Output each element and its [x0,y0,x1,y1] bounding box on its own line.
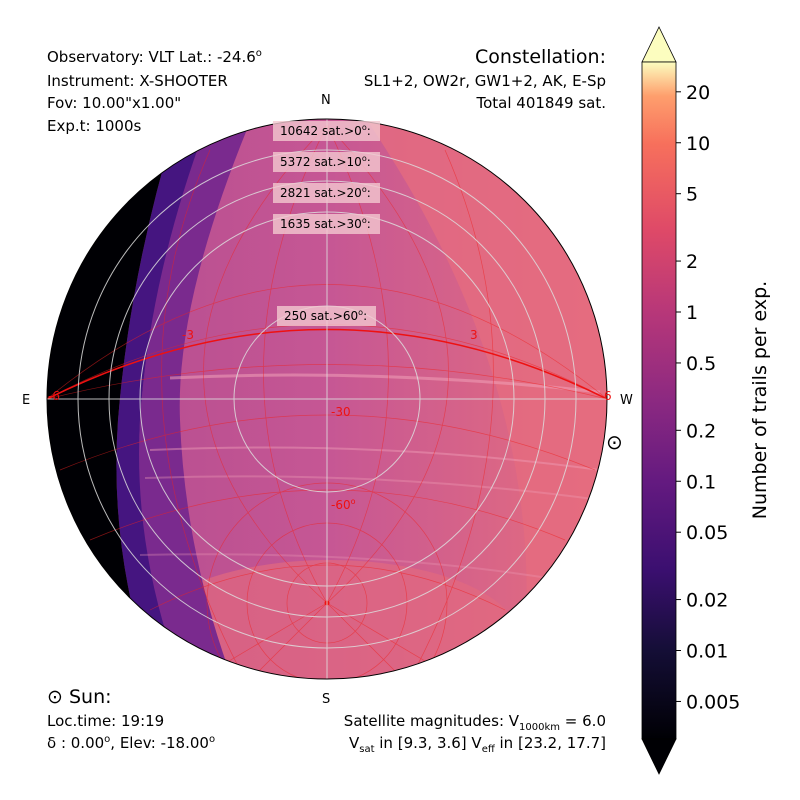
trail-band-2 [149,446,601,471]
constellation-title: Constellation: [475,46,606,68]
colorbar-gradient [641,61,677,740]
direction-south: S [322,692,330,707]
sun-info: ⊙ Sun: Loc.time: 19:19 δ : 0.00o, Elev: … [47,686,215,752]
sun-position-icon: ⊙ [606,430,623,454]
magnitude-line-1: Satellite magnitudes: V1000km = 6.0 [344,712,606,733]
elevation-count-labels: 10642 sat.>0o: 5372 sat.>10o: 2821 sat.>… [273,121,380,326]
colorbar-tick-label: 0.01 [686,641,728,663]
colorbar-tick-label: 0.1 [686,471,716,493]
colorbar-tick-label: 0.05 [686,522,728,544]
colorbar-tick-label: 5 [686,184,698,206]
trail-band-3 [144,475,601,501]
observatory-info: Observatory: VLT Lat.: -24.6o Instrument… [47,48,262,135]
grid-label-minus6: -6 [48,389,60,403]
colorbar-tick-label: 2 [686,251,698,273]
observatory-text: Observatory: VLT Lat.: -24.6o [47,48,262,66]
colorbar-extend-bottom [641,738,677,775]
constellation-total: Total 401849 sat. [476,94,607,112]
count-label-60: 250 sat.>60o: [284,308,367,323]
fov-text: Fov: 10.00"x1.00" [47,94,181,112]
count-label-20: 2821 sat.>20o: [280,185,371,200]
horizon-circle [46,118,608,680]
penumbra-band [138,119,255,679]
constellation-info: Constellation: SL1+2, OW2r, GW1+2, AK, E… [364,46,606,112]
colorbar-label: Number of trails per exp. [749,281,771,519]
altitude-circles [47,119,607,679]
colorbar-tick-label: 0.5 [686,353,716,375]
direction-east: E [22,393,30,408]
trail-band-1 [169,373,601,394]
colorbar-tick-label: 20 [686,82,710,104]
constellation-names: SL1+2, OW2r, GW1+2, AK, E-Sp [364,72,606,90]
sun-coords: δ : 0.00o, Elev: -18.00o [47,734,215,752]
direction-north: N [321,93,331,108]
trail-band-4 [139,553,561,581]
colorbar-tick-label: 0.2 [686,420,716,442]
sun-title: ⊙ Sun: [47,686,112,708]
grid-label-6: 6 [604,389,612,403]
direction-west: W [620,393,633,408]
colorbar-tick-label: 10 [686,133,710,155]
colorbar-tick-label: 1 [686,302,698,324]
count-label-10: 5372 sat.>10o: [280,154,371,169]
sky-low-region [140,560,520,679]
magnitude-info: Satellite magnitudes: V1000km = 6.0 Vsat… [344,712,606,755]
colorbar-tick-label: 0.005 [686,691,740,713]
colorbar-tick-label: 0.02 [686,590,728,612]
grid-label-minus3: -3 [182,328,194,342]
sun-loctime: Loc.time: 19:19 [47,712,164,730]
grid-labels: -3 3 -6 6 -30 -60o [48,328,612,512]
instrument-text: Instrument: X-SHOOTER [47,72,228,90]
colorbar-extend-top [641,26,677,63]
colorbar-ticks: 20 10 5 2 1 0.5 0.2 0.1 0.05 0.02 0.01 0.005 [676,82,740,713]
colorbar: 20 10 5 2 1 0.5 0.2 0.1 0.05 0.02 0.01 0.005 Number… [641,26,771,775]
grid-label-minus30: -30 [331,405,351,419]
sky-bright-region [360,119,607,679]
penumbra-inner-band [116,119,212,679]
exptime-text: Exp.t: 1000s [47,117,142,135]
count-label-0: 10642 sat.>0o: [280,123,371,138]
magnitude-line-2: Vsat in [9.3, 3.6] Veff in [23.2, 17.7] [349,734,606,755]
grid-label-3: 3 [470,328,478,342]
count-label-30: 1635 sat.>30o: [280,216,371,231]
grid-label-minus60: -60o [331,497,356,512]
